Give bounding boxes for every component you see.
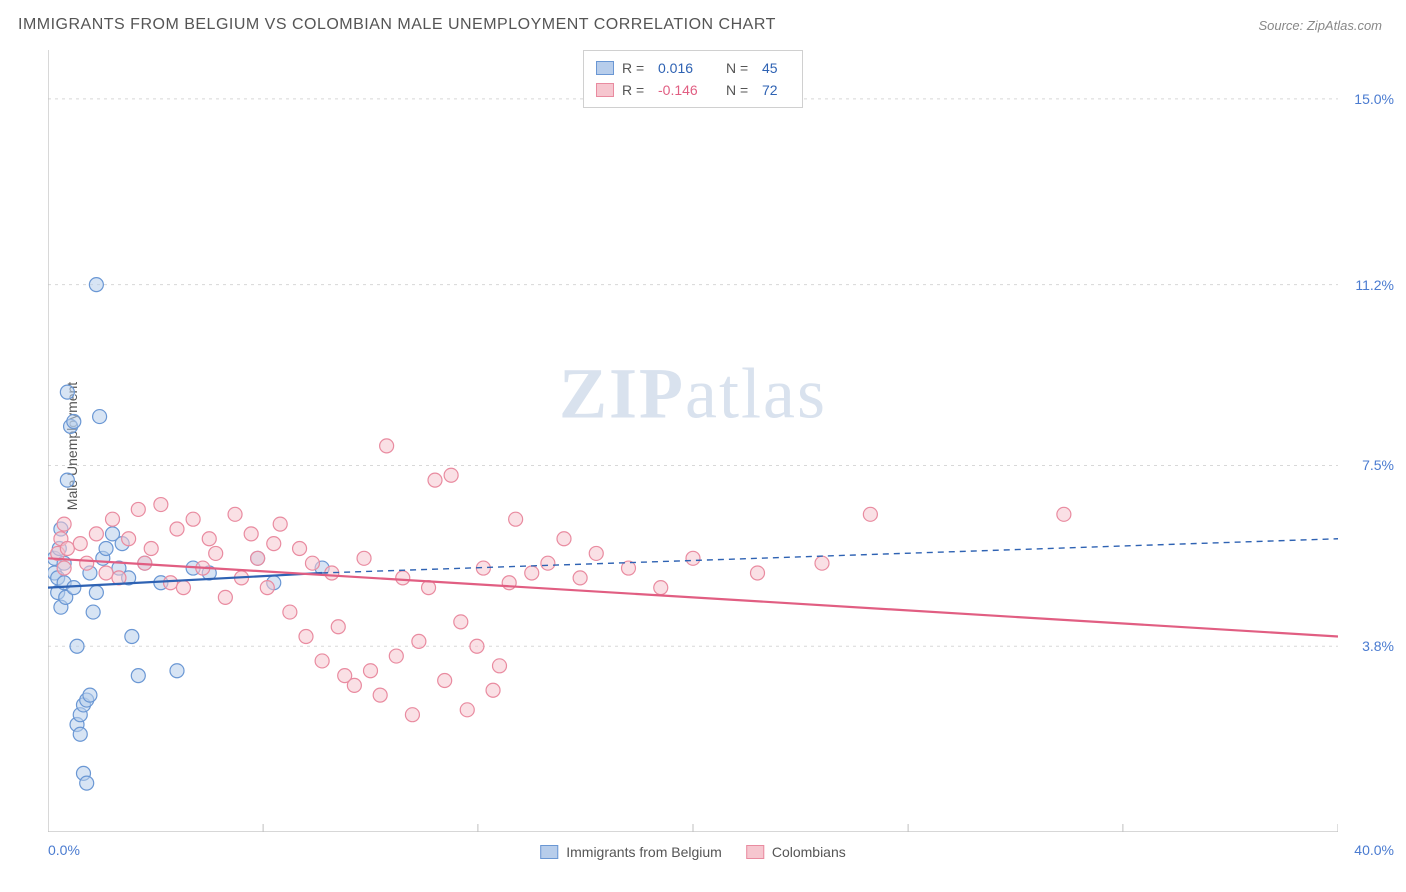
legend-item: Immigrants from Belgium xyxy=(540,844,722,860)
legend-label: Immigrants from Belgium xyxy=(566,844,722,860)
legend-label: Colombians xyxy=(772,844,846,860)
n-value: 72 xyxy=(762,82,790,98)
correlation-legend: R = 0.016 N = 45 R = -0.146 N = 72 xyxy=(583,50,803,108)
chart-area: ZIPatlas 3.8%7.5%11.2%15.0% 0.0% 40.0% R… xyxy=(48,50,1338,832)
x-axis-max-label: 40.0% xyxy=(1354,842,1394,858)
scatter-plot xyxy=(48,50,1338,832)
r-value: 0.016 xyxy=(658,60,718,76)
r-value: -0.146 xyxy=(658,82,718,98)
r-label: R = xyxy=(622,60,650,76)
series-legend: Immigrants from Belgium Colombians xyxy=(540,844,846,860)
y-tick-label: 7.5% xyxy=(1362,457,1394,473)
legend-swatch xyxy=(596,61,614,75)
legend-swatch xyxy=(746,845,764,859)
y-tick-label: 3.8% xyxy=(1362,638,1394,654)
x-axis-min-label: 0.0% xyxy=(48,842,80,858)
legend-row: R = -0.146 N = 72 xyxy=(596,79,790,101)
n-value: 45 xyxy=(762,60,790,76)
legend-item: Colombians xyxy=(746,844,846,860)
source-attribution: Source: ZipAtlas.com xyxy=(1258,18,1382,33)
y-tick-label: 15.0% xyxy=(1354,91,1394,107)
y-tick-label: 11.2% xyxy=(1355,277,1394,293)
n-label: N = xyxy=(726,82,754,98)
n-label: N = xyxy=(726,60,754,76)
legend-swatch xyxy=(540,845,558,859)
r-label: R = xyxy=(622,82,650,98)
chart-title: IMMIGRANTS FROM BELGIUM VS COLOMBIAN MAL… xyxy=(18,16,776,34)
legend-swatch xyxy=(596,83,614,97)
legend-row: R = 0.016 N = 45 xyxy=(596,57,790,79)
